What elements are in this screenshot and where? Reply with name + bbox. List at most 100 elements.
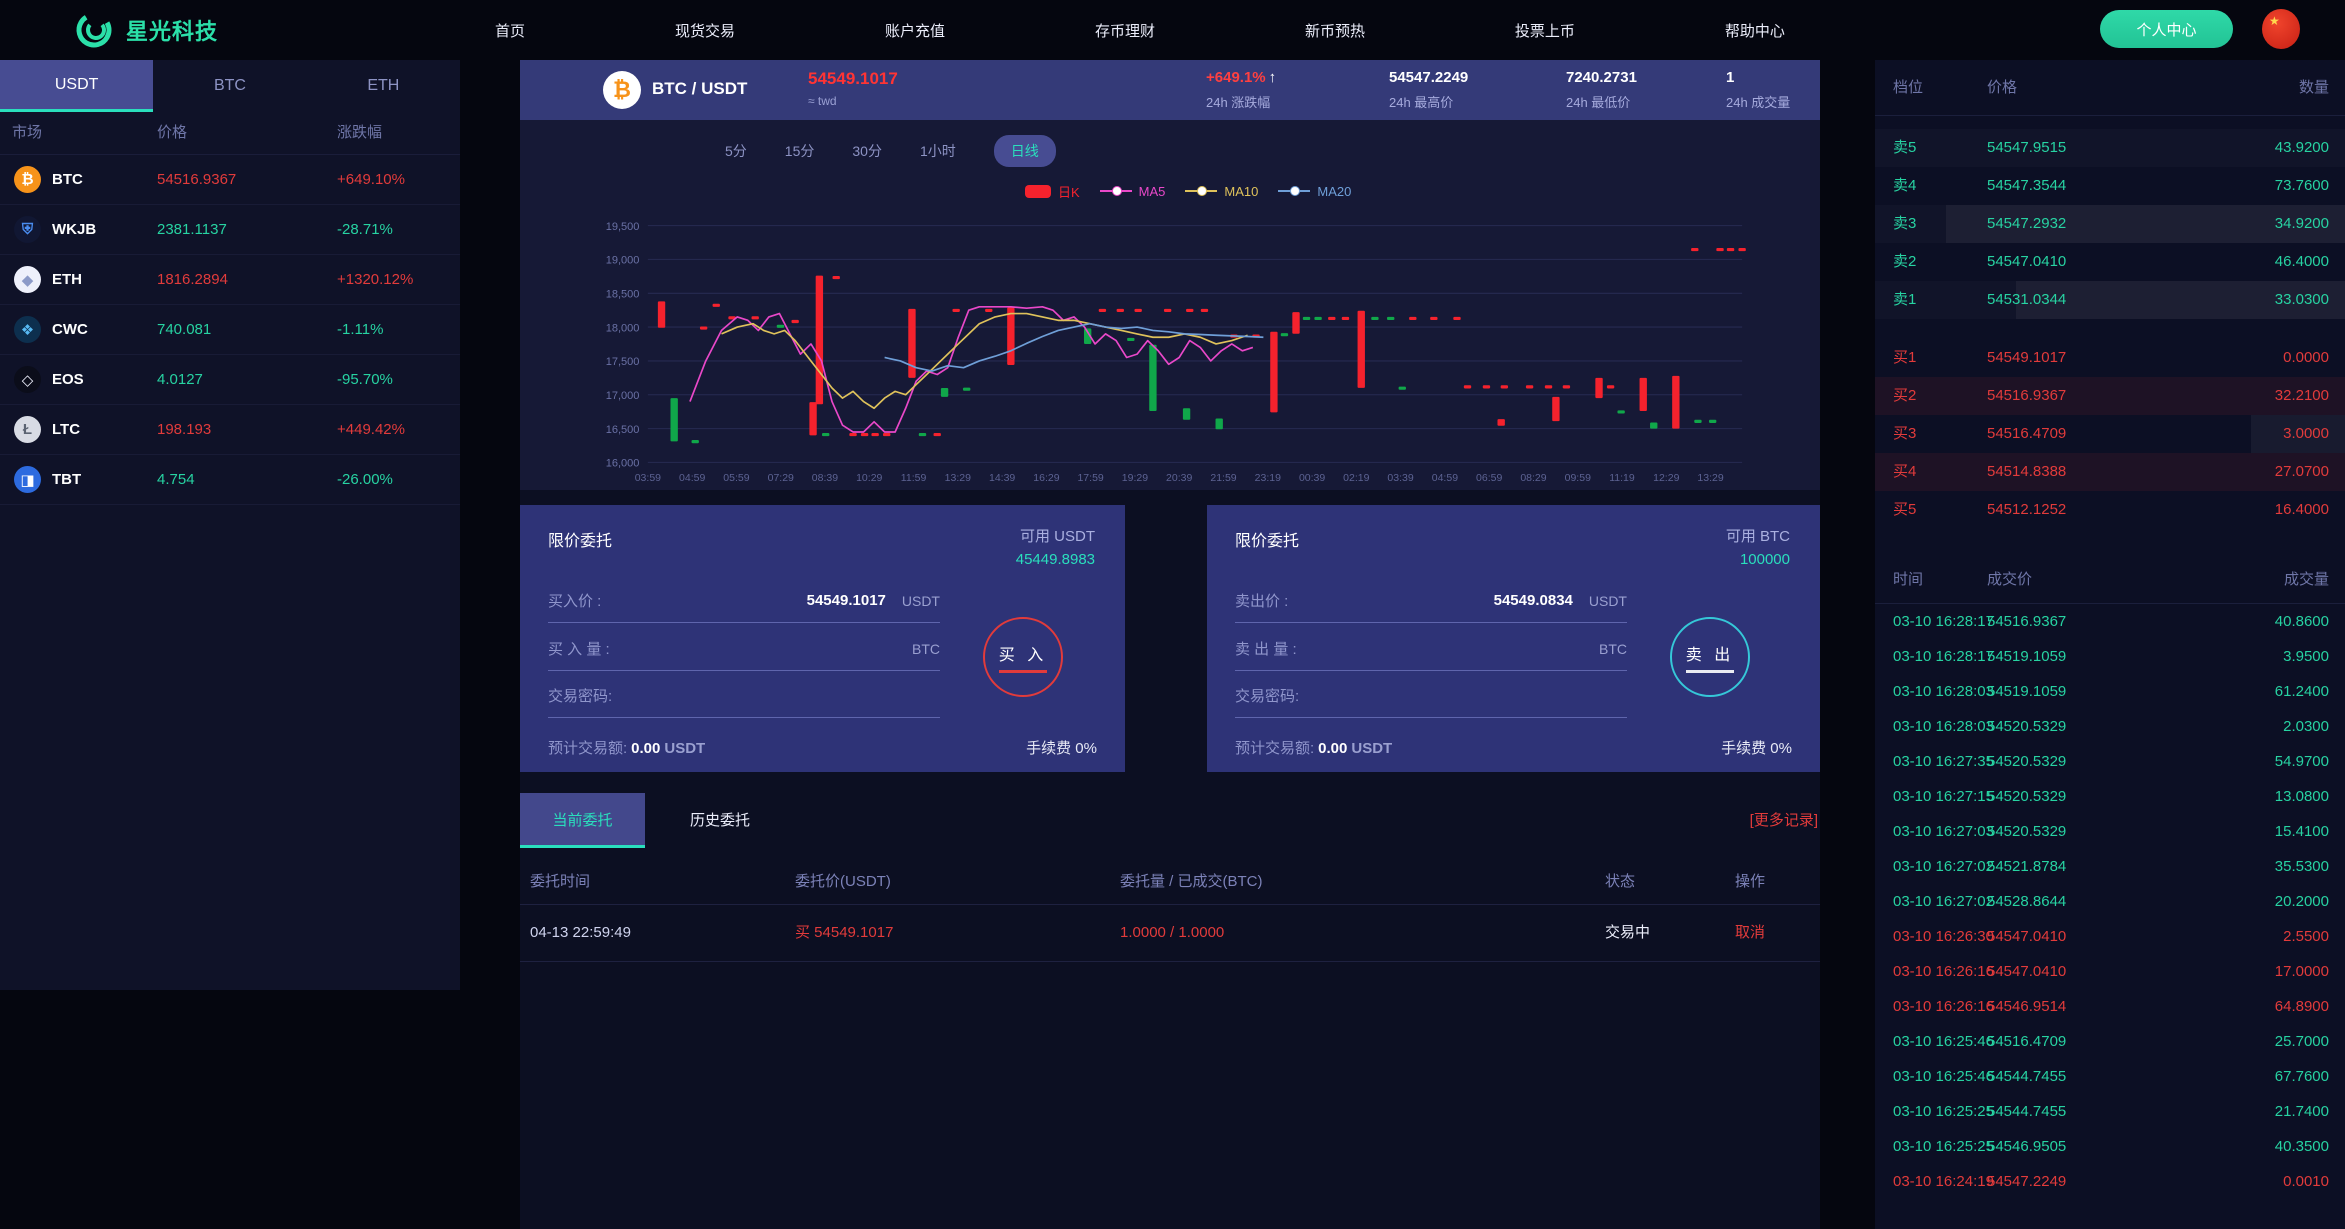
ask-row-卖5[interactable]: 卖5 54547.9515 43.9200 [1875, 129, 2345, 167]
bid-row-买5[interactable]: 买5 54512.1252 16.4000 [1875, 491, 2345, 529]
market-row-btc[interactable]: ₿ BTC 54516.9367 +649.10% [0, 155, 460, 205]
trade-row[interactable]: 03-10 16:26:16 54547.0410 17.0000 [1875, 954, 2345, 989]
timeframe-15分[interactable]: 15分 [784, 143, 815, 159]
trade-row[interactable]: 03-10 16:26:16 54546.9514 64.8900 [1875, 989, 2345, 1024]
buy-password-input[interactable] [612, 686, 940, 705]
bid-row-买4[interactable]: 买4 54514.8388 27.0700 [1875, 453, 2345, 491]
market-row-eth[interactable]: ◆ ETH 1816.2894 +1320.12% [0, 255, 460, 305]
bid-row-买3[interactable]: 买3 54516.4709 3.0000 [1875, 415, 2345, 453]
trade-row[interactable]: 03-10 16:24:19 54547.2249 0.0010 [1875, 1164, 2345, 1199]
up-arrow-icon: ↑ [1268, 69, 1277, 86]
nav-item-2[interactable]: 账户充值 [884, 22, 945, 40]
trades-column-label: 成交量 [2283, 571, 2329, 588]
order-time: 04-13 22:59:49 [530, 924, 631, 941]
sell-amount-input[interactable] [1296, 639, 1585, 658]
more-records-link[interactable]: [更多记录] [1749, 812, 1818, 829]
orders-column-label: 委托价(USDT) [795, 873, 891, 890]
trade-time: 03-10 16:27:03 [1893, 823, 1994, 840]
trade-row[interactable]: 03-10 16:27:03 54520.5329 15.4100 [1875, 814, 2345, 849]
nav-item-5[interactable]: 投票上币 [1514, 22, 1575, 40]
nav-item-6[interactable]: 帮助中心 [1724, 22, 1785, 40]
ask-row-卖1[interactable]: 卖1 54531.0344 33.0300 [1875, 281, 2345, 319]
trade-row[interactable]: 03-10 16:28:17 54519.1059 3.9500 [1875, 639, 2345, 674]
profile-button[interactable]: 个人中心 [2100, 10, 2233, 48]
tab-history-orders[interactable]: 历史委托 [689, 811, 750, 829]
buy-price-label: 买入价 : [548, 593, 602, 610]
bid-qty: 16.4000 [2274, 501, 2329, 518]
legend-label: MA10 [1224, 183, 1259, 199]
trade-row[interactable]: 03-10 16:25:25 54544.7455 21.7400 [1875, 1094, 2345, 1129]
trade-time: 03-10 16:26:16 [1893, 998, 1994, 1015]
trade-row[interactable]: 03-10 16:27:02 54521.8784 35.5300 [1875, 849, 2345, 884]
trade-qty: 40.3500 [2274, 1138, 2329, 1155]
market-tab-eth[interactable]: ETH [367, 77, 400, 94]
last-price: 54549.1017 [808, 69, 898, 88]
sell-amount-unit: BTC [1599, 640, 1627, 657]
trade-row[interactable]: 03-10 16:25:25 54546.9505 40.3500 [1875, 1129, 2345, 1164]
ask-row-卖3[interactable]: 卖3 54547.2932 34.9200 [1875, 205, 2345, 243]
market-row-tbt[interactable]: ◨ TBT 4.754 -26.00% [0, 455, 460, 505]
ask-row-卖4[interactable]: 卖4 54547.3544 73.7600 [1875, 167, 2345, 205]
trade-row[interactable]: 03-10 16:28:03 54520.5329 2.0300 [1875, 709, 2345, 744]
svg-text:12:29: 12:29 [1653, 472, 1679, 484]
market-row-eos[interactable]: ◇ EOS 4.0127 -95.70% [0, 355, 460, 405]
bid-price: 54516.9367 [1987, 387, 2067, 404]
market-row-wkjb[interactable]: ⛨ WKJB 2381.1137 -28.71% [0, 205, 460, 255]
timeframe-日线[interactable]: 日线 [993, 135, 1056, 167]
trade-row[interactable]: 03-10 16:25:46 54544.7455 67.7600 [1875, 1059, 2345, 1094]
trade-row[interactable]: 03-10 16:26:30 54547.0410 2.5500 [1875, 919, 2345, 954]
ticker-stat: 54547.2249 24h 最高价 [1389, 69, 1468, 111]
nav-item-3[interactable]: 存币理财 [1094, 22, 1155, 40]
sell-button[interactable]: 卖 出 [1670, 617, 1750, 697]
market-tab-usdt[interactable]: USDT [0, 60, 154, 112]
eos-coin-icon: ◇ [14, 366, 41, 393]
sell-price-input[interactable] [1288, 591, 1575, 610]
timeframe-1小时[interactable]: 1小时 [919, 143, 956, 159]
trade-row[interactable]: 03-10 16:28:03 54519.1059 61.2400 [1875, 674, 2345, 709]
kline-chart[interactable]: 19,500 19,000 18,500 18,000 17,500 17,000 16,5… [590, 208, 1800, 486]
trade-row[interactable]: 03-10 16:25:46 54516.4709 25.7000 [1875, 1024, 2345, 1059]
market-tab-btc[interactable]: BTC [213, 77, 246, 94]
trade-row[interactable]: 03-10 16:27:15 54520.5329 13.0800 [1875, 779, 2345, 814]
svg-text:14:39: 14:39 [989, 472, 1015, 484]
brand-logo[interactable]: 星光科技 [72, 8, 218, 52]
market-columns: 市场 价格 涨跌幅 [0, 112, 460, 155]
svg-text:18,000: 18,000 [606, 322, 640, 334]
nav-item-0[interactable]: 首页 [495, 22, 526, 40]
trades-list: 03-10 16:28:17 54516.9367 40.8600 03-10 16:… [1875, 604, 2345, 1199]
market-symbol: TBT [52, 471, 82, 488]
buy-amount-input[interactable] [609, 639, 898, 658]
legend-MA10[interactable]: MA10 [1185, 184, 1258, 199]
legend-MA20[interactable]: MA20 [1278, 184, 1351, 199]
trade-time: 03-10 16:24:19 [1893, 1173, 1994, 1190]
china-flag-icon[interactable]: ★ [2262, 9, 2300, 49]
bid-price: 54514.8388 [1987, 463, 2067, 480]
svg-text:04:59: 04:59 [679, 472, 705, 484]
orderbook-panel: 档位 价格 数量 卖5 54547.9515 43.9200 卖4 54547.3544 73… [1875, 60, 2345, 1229]
timeframe-5分[interactable]: 5分 [725, 143, 747, 159]
trade-time: 03-10 16:25:46 [1893, 1068, 1994, 1085]
bid-row-买1[interactable]: 买1 54549.1017 0.0000 [1875, 339, 2345, 377]
order-status: 交易中 [1605, 924, 1651, 941]
legend-日K[interactable]: 日K [1025, 182, 1080, 201]
cancel-order-button[interactable]: 取消 [1735, 924, 1766, 941]
logo-icon [76, 12, 112, 48]
sell-password-input[interactable] [1299, 686, 1627, 705]
trade-row[interactable]: 03-10 16:28:17 54516.9367 40.8600 [1875, 604, 2345, 639]
market-row-cwc[interactable]: ❖ CWC 740.081 -1.11% [0, 305, 460, 355]
timeframe-30分[interactable]: 30分 [852, 143, 882, 159]
trade-row[interactable]: 03-10 16:27:02 54528.8644 20.2000 [1875, 884, 2345, 919]
ask-row-卖2[interactable]: 卖2 54547.0410 46.4000 [1875, 243, 2345, 281]
tab-current-orders[interactable]: 当前委托 [520, 793, 645, 848]
market-row-ltc[interactable]: Ł LTC 198.193 +449.42% [0, 405, 460, 455]
nav-item-4[interactable]: 新币预热 [1304, 22, 1365, 40]
buy-price-input[interactable] [601, 591, 888, 610]
buy-button[interactable]: 买 入 [983, 617, 1063, 697]
nav-item-1[interactable]: 现货交易 [674, 22, 735, 40]
svg-text:11:19: 11:19 [1609, 472, 1635, 484]
legend-MA5[interactable]: MA5 [1099, 184, 1165, 199]
trade-time: 03-10 16:27:02 [1893, 893, 1994, 910]
trade-row[interactable]: 03-10 16:27:35 54520.5329 54.9700 [1875, 744, 2345, 779]
orderbook-bids: 买1 54549.1017 0.0000 买2 54516.9367 32.2100 买3 5… [1875, 339, 2345, 529]
bid-row-买2[interactable]: 买2 54516.9367 32.2100 [1875, 377, 2345, 415]
